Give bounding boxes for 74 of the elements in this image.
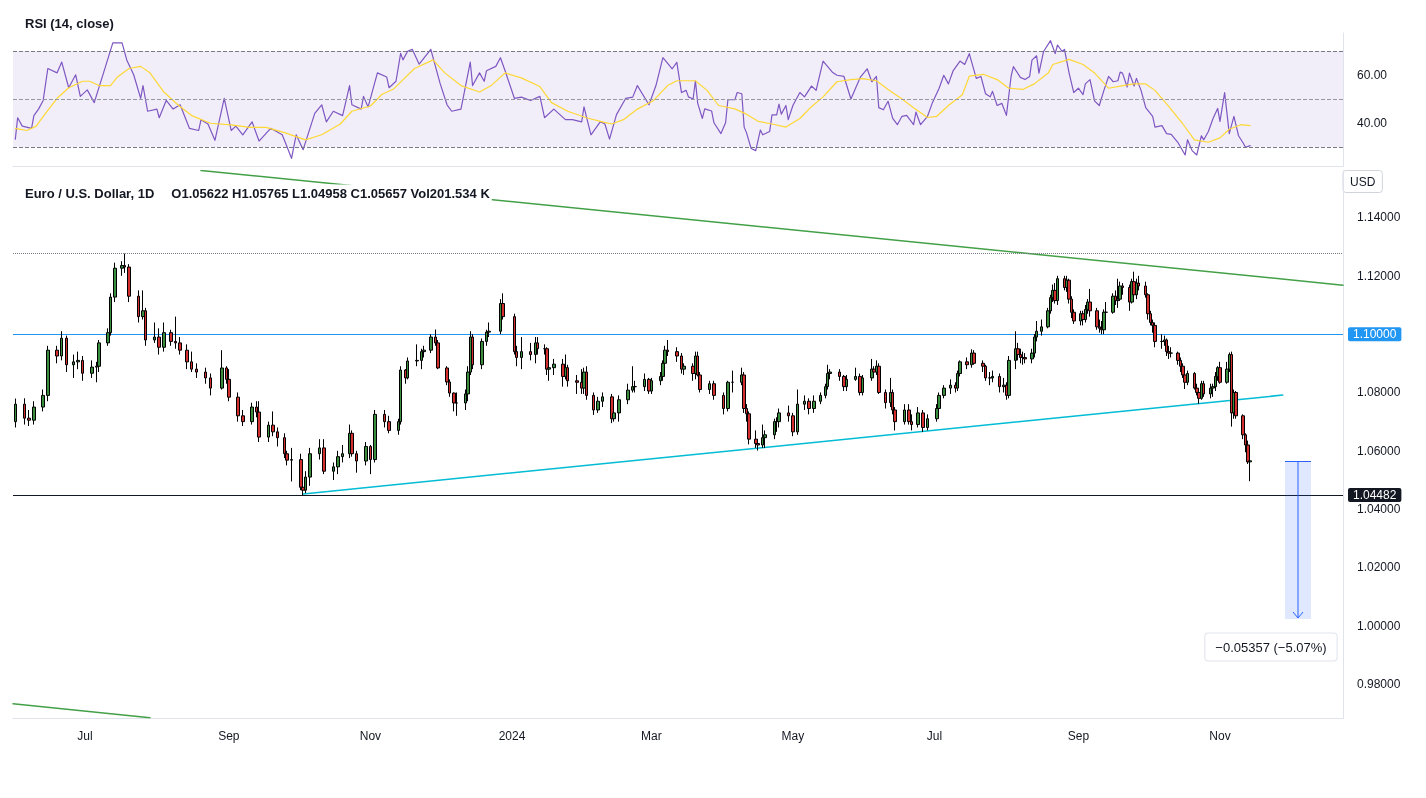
candlestick	[455, 391, 458, 417]
candlestick	[650, 377, 653, 395]
y-tick-label: 1.00000	[1357, 618, 1401, 633]
candlestick	[250, 402, 254, 426]
text: O1.05622 H1.05765 L1.04958 C1.05657 Vol201.534 K	[171, 185, 491, 201]
candlestick	[520, 336, 523, 370]
candlestick	[14, 398, 17, 428]
candlestick	[257, 400, 261, 443]
y-tick-label: 1.06000	[1357, 443, 1401, 458]
candlestick	[861, 374, 864, 396]
x-tick-label: Nov	[359, 729, 382, 743]
ref-line-label: 1.10000	[1353, 327, 1397, 342]
candlestick	[1095, 307, 1099, 331]
candlestick	[137, 289, 140, 323]
candlestick	[972, 349, 976, 366]
candlestick	[1209, 383, 1212, 399]
candlestick	[845, 374, 848, 392]
candlestick	[429, 333, 433, 354]
candlestick	[884, 389, 887, 410]
line-series	[14, 58, 1251, 143]
candlestick	[227, 368, 231, 402]
candlestick	[596, 396, 600, 414]
candlestick	[204, 367, 207, 385]
chart-title: RSI (14, close)	[25, 16, 114, 31]
candlestick	[1186, 370, 1189, 386]
x-tick-label: Sep	[218, 729, 240, 743]
candlestick	[209, 373, 212, 396]
candlestick	[988, 371, 992, 386]
line-series	[14, 40, 1251, 159]
candlestick	[819, 391, 822, 405]
candlestick	[907, 403, 911, 426]
y-axis-title: USD	[1350, 174, 1376, 189]
candlestick	[90, 359, 94, 379]
candlestick	[712, 380, 716, 401]
candlestick	[529, 342, 532, 361]
y-tick-label: 1.12000	[1357, 268, 1401, 283]
candlestick	[561, 358, 565, 388]
candlestick	[1111, 292, 1115, 315]
x-tick-label: Sep	[1067, 729, 1090, 743]
ref-line-label: 1.04482	[1353, 488, 1397, 503]
text: Euro / U.S. Dollar, 1D	[25, 185, 155, 201]
candlestick	[1193, 371, 1196, 391]
candlestick	[998, 373, 1001, 393]
candlestick	[991, 370, 994, 383]
x-tick-label: Jul	[77, 729, 93, 743]
candlestick	[65, 335, 68, 373]
annotation: −0.05357 (−5.07%)	[1215, 639, 1327, 655]
candlestick	[984, 364, 987, 382]
y-tick-label: 1.14000	[1357, 210, 1401, 225]
candlestick	[726, 380, 730, 412]
candlestick	[322, 438, 326, 475]
x-tick-label: 2024	[498, 729, 526, 743]
candlestick	[185, 343, 189, 370]
candlestick	[415, 343, 419, 367]
candlestick	[1040, 319, 1043, 337]
y-tick-label: 0.98000	[1357, 677, 1401, 692]
y-tick-label: 1.02000	[1357, 560, 1401, 575]
candlestick	[195, 362, 198, 379]
candlestick	[585, 365, 588, 401]
candlestick	[220, 349, 224, 391]
candlestick	[1056, 275, 1059, 306]
candlestick	[1014, 330, 1017, 370]
x-tick-label: May	[781, 729, 805, 743]
y-tick-label: 60.00	[1357, 68, 1388, 83]
y-tick-label: 1.08000	[1357, 385, 1401, 400]
y-tick-label: 1.04000	[1357, 502, 1401, 517]
candlestick	[877, 362, 881, 395]
y-tick-label: 40.00	[1357, 116, 1388, 131]
candlestick	[949, 378, 952, 395]
x-tick-label: Mar	[640, 729, 662, 743]
x-tick-label: Jul	[926, 729, 943, 743]
x-tick-label: Nov	[1209, 729, 1231, 743]
candlestick	[731, 370, 734, 393]
candlestick	[763, 429, 767, 449]
